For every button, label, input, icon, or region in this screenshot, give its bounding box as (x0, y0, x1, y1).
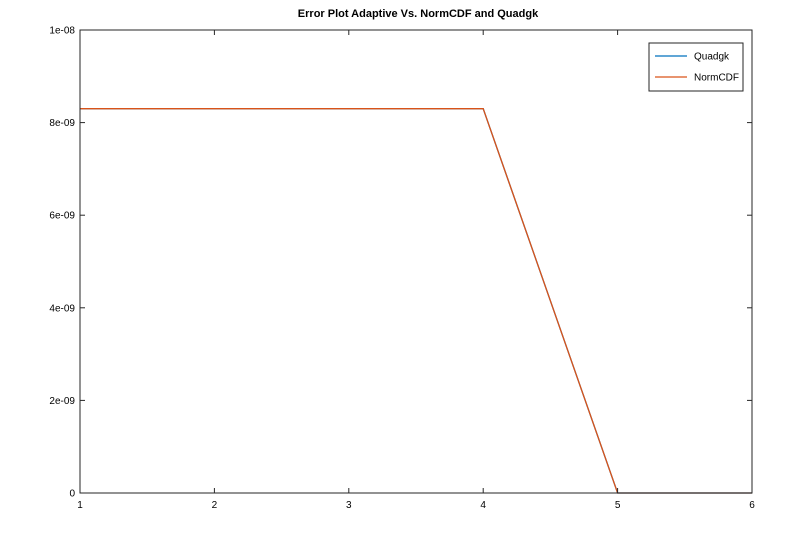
legend-label-normcdf: NormCDF (694, 73, 739, 84)
plot-background (80, 30, 752, 493)
x-tick-label: 1 (77, 500, 83, 511)
axes-box (79, 29, 753, 494)
chart-title: Error Plot Adaptive Vs. NormCDF and Quad… (298, 8, 539, 20)
x-tick-label: 3 (346, 500, 352, 511)
x-tick-label: 4 (480, 500, 486, 511)
legend-label-quadgk: Quadgk (694, 52, 730, 63)
plot-area (80, 30, 752, 493)
x-tick-label: 5 (615, 500, 621, 511)
y-tick-label: 0 (69, 489, 75, 500)
y-tick-label: 6e-09 (49, 211, 75, 222)
y-tick-label: 2e-09 (49, 396, 75, 407)
legend-box (648, 42, 744, 92)
x-tick-label: 6 (749, 500, 755, 511)
y-tick-label: 8e-09 (49, 118, 75, 129)
axes-layer: 1 2 3 4 5 6 0 2e-09 4e-09 6e-09 8e-09 1e-08 (49, 26, 755, 512)
legend: Quadgk NormCDF (648, 42, 744, 92)
x-tick-label: 2 (212, 500, 218, 511)
y-tick-label: 1e-08 (49, 26, 75, 37)
y-tick-label: 4e-09 (49, 303, 75, 314)
